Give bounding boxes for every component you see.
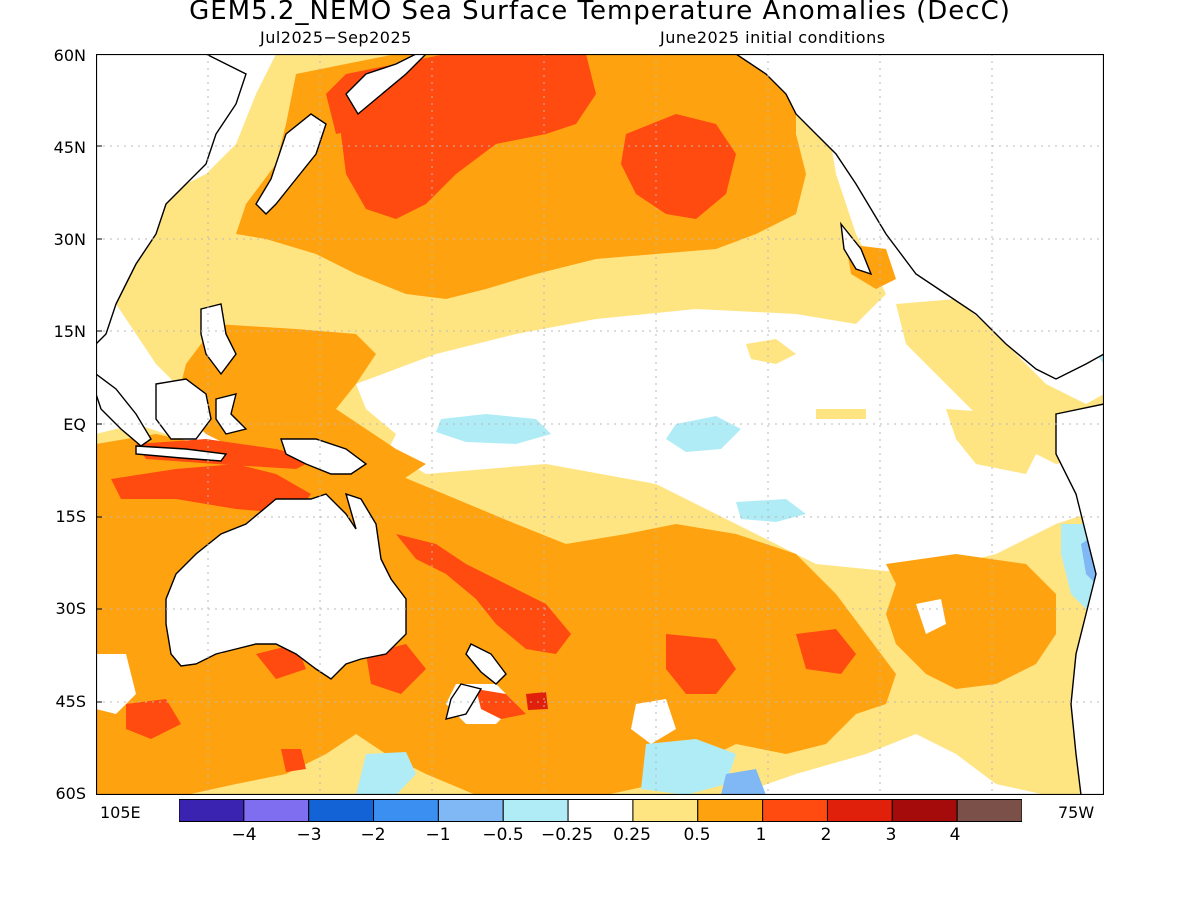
- colorbar-swatch: [697, 799, 764, 822]
- initial-conditions: June2025 initial conditions: [660, 28, 886, 47]
- colorbar-label: −2: [360, 825, 386, 845]
- asia-mainland: [96, 54, 247, 345]
- colorbar-swatch: [502, 799, 569, 822]
- anomaly-field: [96, 54, 1104, 795]
- lat-label-30s: 30S: [55, 599, 86, 618]
- kamchatka: [345, 54, 427, 116]
- java: [135, 445, 228, 462]
- colorbar-swatch: [308, 799, 375, 822]
- colorbar-swatch: [762, 799, 828, 822]
- colorbar-label: 0.25: [613, 825, 651, 845]
- lat-label-eq: EQ: [63, 415, 86, 434]
- land: [96, 54, 1104, 795]
- sst-anomaly-map: [96, 54, 1104, 795]
- colorbar-swatch: [826, 799, 893, 822]
- japan: [255, 113, 327, 215]
- colorbar-label: 2: [820, 825, 832, 845]
- lat-label-45n: 45N: [53, 138, 86, 157]
- colorbar-swatch: [179, 799, 245, 822]
- forecast-period: Jul2025−Sep2025: [260, 28, 412, 47]
- lon-label-75w: 75W: [1058, 803, 1095, 822]
- lat-label-60s: 60S: [55, 784, 86, 803]
- australia: [165, 492, 407, 680]
- colorbar-label: −1: [425, 825, 451, 845]
- colorbar-label: −4: [231, 825, 257, 845]
- colorbar-label: 1: [755, 825, 767, 845]
- new-guinea: [280, 438, 368, 475]
- colorbar-swatch: [373, 799, 439, 822]
- lat-tick-marks: [96, 54, 102, 703]
- philippines: [200, 303, 237, 376]
- lon-label-105e: 105E: [100, 803, 141, 822]
- colorbar-label: −0.25: [540, 825, 594, 845]
- colorbar: [179, 799, 1022, 822]
- lat-label-30n: 30N: [53, 230, 86, 249]
- colorbar-label: 0.5: [683, 825, 711, 845]
- lat-label-60n: 60N: [53, 46, 86, 65]
- colorbar-swatch: [956, 799, 1022, 822]
- lat-label-15n: 15N: [53, 322, 86, 341]
- colorbar-swatch: [243, 799, 310, 822]
- new-zealand: [445, 643, 507, 720]
- lat-label-15s: 15S: [55, 507, 86, 526]
- colorbar-label: 3: [885, 825, 897, 845]
- baja-california: [840, 221, 873, 276]
- colorbar-label: −0.5: [482, 825, 524, 845]
- graticule: [96, 54, 1104, 795]
- map-title: GEM5.2_NEMO Sea Surface Temperature Anom…: [189, 0, 1011, 26]
- lat-label-45s: 45S: [55, 692, 86, 711]
- colorbar-swatch: [437, 799, 504, 822]
- colorbar-swatch: [567, 799, 634, 822]
- south-america: [1055, 403, 1104, 795]
- north-america: [734, 54, 1104, 380]
- colorbar-swatch: [891, 799, 958, 822]
- colorbar-label: −3: [296, 825, 322, 845]
- colorbar-label: 4: [949, 825, 961, 845]
- borneo: [155, 378, 212, 440]
- colorbar-swatch: [632, 799, 699, 822]
